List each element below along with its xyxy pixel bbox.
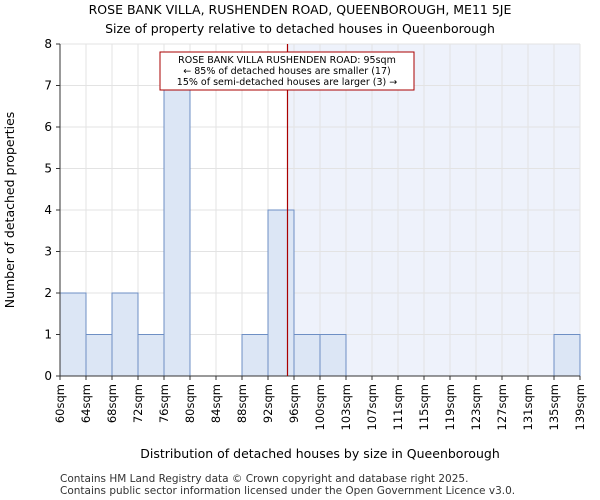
y-tick-label: 7 [44, 79, 52, 93]
histogram-bar [293, 334, 321, 377]
annotation-line-3: 15% of semi-detached houses are larger (… [177, 77, 397, 88]
chart-title: ROSE BANK VILLA, RUSHENDEN ROAD, QUEENBO… [88, 2, 512, 17]
footer-licence: Contains public sector information licen… [60, 485, 516, 497]
y-tick-label: 2 [44, 286, 52, 300]
x-tick-label: 76sqm [157, 384, 171, 423]
histogram-bar [163, 85, 191, 377]
histogram-bar [553, 334, 581, 377]
x-tick-label: 123sqm [469, 384, 483, 430]
x-tick-label: 100sqm [313, 384, 327, 430]
y-tick-label: 4 [44, 203, 52, 217]
x-tick-label: 60sqm [53, 384, 67, 423]
bar-chart: 0 1 2 3 4 5 6 7 8 60sqm 64sqm 68sqm 72sqm 76sqm 80sqm 8… [2, 37, 587, 461]
x-tick-label: 96sqm [287, 384, 301, 423]
x-tick-label: 80sqm [183, 384, 197, 423]
footer-copyright: Contains HM Land Registry data © Crown c… [60, 473, 469, 485]
x-tick-label: 88sqm [235, 384, 249, 423]
x-tick-label: 127sqm [495, 384, 509, 430]
histogram-bar [319, 334, 347, 377]
histogram-bar [85, 334, 113, 377]
y-tick-label: 3 [44, 245, 52, 259]
histogram-bar [137, 334, 165, 377]
annotation-layer: ROSE BANK VILLA RUSHENDEN ROAD: 95sqm← 8… [159, 51, 415, 91]
bars-layer [59, 85, 581, 377]
annotation-line-2: ← 85% of detached houses are smaller (17… [183, 66, 390, 77]
annotation-line-1: ROSE BANK VILLA RUSHENDEN ROAD: 95sqm [178, 55, 396, 66]
histogram-bar [111, 292, 139, 377]
x-tick-label: 119sqm [443, 384, 457, 430]
x-tick-label: 111sqm [391, 384, 405, 430]
annotation-box [159, 51, 415, 91]
x-axis-label: Distribution of detached houses by size … [140, 446, 500, 461]
y-tick-label: 8 [44, 37, 52, 51]
chart-subtitle: Size of property relative to detached ho… [105, 21, 495, 36]
x-tick-label: 92sqm [261, 384, 275, 423]
x-tick-label: 72sqm [131, 384, 145, 423]
histogram-bar [241, 334, 269, 377]
x-tick-label: 107sqm [365, 384, 379, 430]
ticks-layer: 0 1 2 3 4 5 6 7 8 60sqm 64sqm 68sqm 72sqm 76sqm 80sqm 8… [44, 37, 587, 430]
x-tick-label: 131sqm [521, 384, 535, 430]
y-tick-label: 5 [44, 162, 52, 176]
x-tick-label: 64sqm [79, 384, 93, 423]
x-tick-label: 139sqm [573, 384, 587, 430]
x-tick-label: 84sqm [209, 384, 223, 423]
histogram-bar [267, 209, 295, 377]
y-tick-label: 6 [44, 120, 52, 134]
y-axis-label: Number of detached properties [2, 112, 17, 309]
histogram-bar [59, 292, 87, 377]
y-tick-label: 1 [44, 328, 52, 342]
x-tick-label: 115sqm [417, 384, 431, 430]
x-tick-label: 135sqm [547, 384, 561, 430]
x-tick-label: 68sqm [105, 384, 119, 423]
x-tick-label: 103sqm [339, 384, 353, 430]
y-tick-label: 0 [44, 369, 52, 383]
